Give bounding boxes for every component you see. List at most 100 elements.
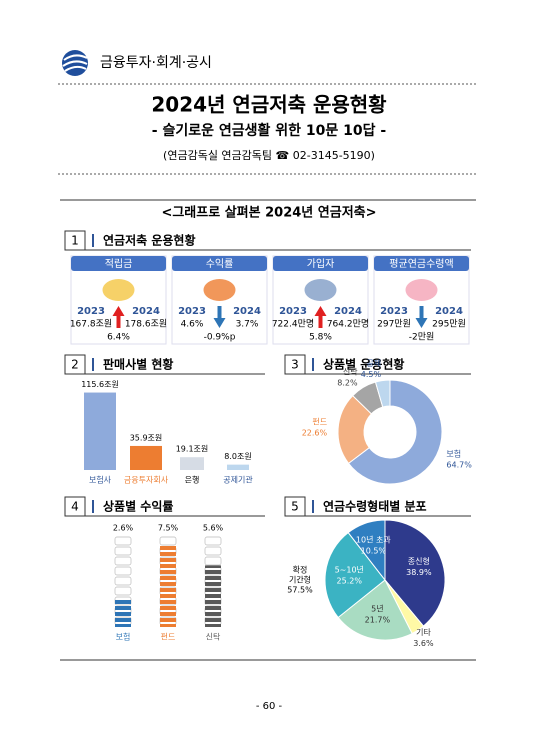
slice-value: 8.2% [337, 378, 358, 387]
year: 2023 [77, 306, 105, 317]
section-number-box [284, 496, 306, 517]
icon-slot [114, 536, 132, 546]
icon-slot [114, 556, 132, 566]
section-title: 연금저축 운용현황 [103, 233, 196, 248]
year: 2024 [132, 306, 160, 317]
section-number-box [284, 354, 306, 375]
card-icon [405, 279, 438, 301]
slice-label: 5년 [371, 604, 383, 614]
section-title: 상품별 수익률 [103, 499, 173, 514]
value-from: 297만원 [377, 319, 411, 330]
card-header [374, 256, 469, 271]
category-label: 보험 [116, 633, 131, 642]
icon-slot [114, 576, 132, 586]
card-title: 평균연금수령액 [389, 258, 453, 270]
year: 2023 [178, 306, 206, 317]
slice [347, 379, 443, 485]
slice [384, 519, 446, 627]
value-to: 178.6조원 [125, 319, 167, 330]
slice-label: 5~10년 [335, 564, 364, 574]
data-label: 2.6% [113, 524, 134, 533]
slice [337, 579, 413, 641]
annotation: 확정 [293, 565, 308, 575]
section-number: 1 [71, 234, 79, 248]
slice [324, 531, 386, 619]
title: 2024년 연금저축 운용현황 [151, 93, 387, 117]
card-header [71, 256, 166, 271]
contact: (연금감독실 연금감독팀 ☎ 02-3145-5190) [163, 149, 375, 162]
annotation: 57.5% [287, 586, 313, 595]
data-label: 7.5% [158, 524, 179, 533]
card-header [172, 256, 267, 271]
section-title: 상품별 운용현황 [323, 357, 404, 372]
slice [374, 379, 391, 408]
value-from: 4.6% [181, 320, 204, 330]
section-number: 3 [291, 358, 299, 372]
pictogram-fill [205, 565, 221, 627]
section-number: 5 [291, 500, 299, 514]
slice-value: 64.7% [446, 461, 472, 470]
value-from: 167.8조원 [70, 319, 112, 330]
section-title: 연금수령형태별 분포 [323, 499, 427, 514]
pictogram-fill [115, 598, 131, 627]
section-title: 판매사별 현황 [103, 357, 173, 372]
icon-slot [204, 556, 222, 566]
slice [347, 519, 386, 582]
year: 2024 [435, 306, 463, 317]
change: -0.9%p [204, 333, 236, 343]
slice-label: 기타 [416, 628, 431, 637]
section-number: 4 [71, 500, 79, 514]
category-label: 공제기관 [223, 475, 253, 485]
bar [180, 457, 204, 470]
slice-label: 공제 [366, 359, 381, 368]
icon-slot [114, 546, 132, 556]
bar [84, 392, 116, 470]
card-icon [102, 279, 135, 301]
trend-arrow [415, 306, 428, 328]
category-label: 은행 [185, 475, 200, 485]
icon-slot [114, 566, 132, 576]
slice-value: 3.6% [413, 639, 434, 648]
value-to: 295만원 [432, 319, 466, 330]
year: 2023 [380, 306, 408, 317]
category-label: 펀드 [161, 633, 176, 642]
data-label: 19.1조원 [176, 445, 209, 454]
trend-arrow [112, 306, 125, 328]
trend-arrow [213, 306, 226, 328]
card-title: 가입자 [307, 257, 335, 270]
data-label: 35.9조원 [130, 433, 163, 442]
slice-value: 10.5% [361, 546, 387, 555]
icon-slot [204, 546, 222, 556]
icon-slot [114, 586, 132, 596]
year: 2023 [279, 306, 307, 317]
slice-label: 보험 [446, 450, 461, 459]
subtitle: - 슬기로운 연금생활 위한 10문 10답 - [152, 122, 387, 139]
value-from: 722.4만명 [272, 319, 314, 330]
category-label: 신탁 [206, 632, 221, 642]
section-number-box [64, 230, 86, 251]
org-name: 금융투자·회계·공시 [100, 55, 212, 71]
data-label: 5.6% [203, 524, 224, 533]
change: 5.8% [309, 333, 332, 343]
value-to: 3.7% [236, 320, 259, 330]
card-title: 적립금 [105, 257, 133, 270]
pictogram-fill [160, 544, 176, 627]
banner: <그래프로 살펴본 2024년 연금저축> [161, 205, 376, 221]
slice-value: 25.2% [337, 576, 363, 585]
trend-arrow [314, 306, 327, 328]
change: 6.4% [107, 333, 130, 343]
data-label: 8.0조원 [224, 452, 251, 461]
annotation: 기간형 [289, 575, 311, 585]
section-number-box [64, 354, 86, 375]
bar [227, 464, 249, 470]
slice-label: 펀드 [312, 418, 327, 427]
icon-slot [204, 536, 222, 546]
card-icon [304, 279, 337, 301]
logo [62, 50, 88, 76]
slice-value: 38.9% [406, 568, 432, 577]
year: 2024 [334, 306, 362, 317]
card-title: 수익률 [206, 258, 234, 270]
bar [130, 445, 162, 470]
